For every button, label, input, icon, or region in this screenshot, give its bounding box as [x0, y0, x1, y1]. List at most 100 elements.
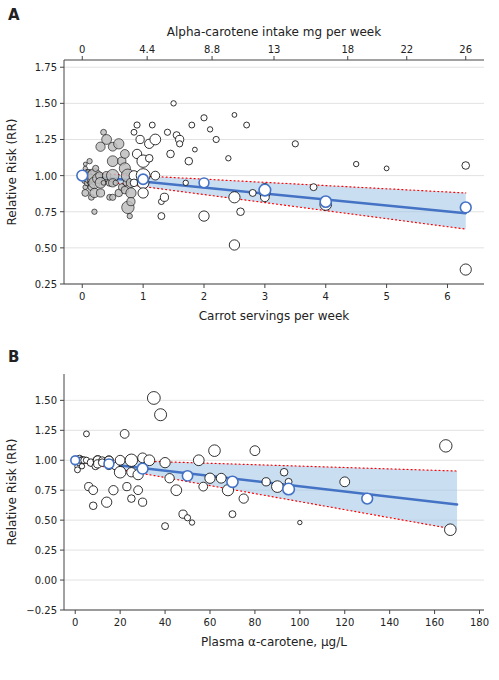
x-tick [82, 284, 83, 288]
x-tick [447, 284, 448, 288]
open-point [229, 240, 239, 250]
filled-point [126, 188, 136, 198]
open-point [138, 188, 148, 198]
open-point [229, 511, 236, 518]
open-point [137, 463, 148, 474]
open-point [209, 445, 221, 457]
x-tick-label: 120 [335, 617, 354, 628]
filled-point [101, 129, 107, 135]
open-point [249, 189, 256, 196]
x-tick [344, 610, 345, 614]
open-point [182, 471, 192, 481]
y-axis-line [64, 374, 65, 610]
x-tick-label: 4 [323, 291, 329, 302]
open-point [310, 184, 317, 191]
open-point [460, 264, 471, 275]
open-point [237, 208, 245, 216]
open-point [160, 457, 170, 467]
open-point [115, 455, 125, 465]
x2-tick [212, 56, 213, 60]
open-point [207, 127, 212, 132]
open-point [109, 486, 118, 495]
y-tick [60, 460, 64, 461]
ci-band [82, 173, 465, 229]
x-axis-label: Plasma α-carotene, μg/L [201, 635, 347, 649]
x2-tick-label: 0 [79, 44, 85, 55]
x-tick-label: 160 [425, 617, 444, 628]
x2-tick [82, 56, 83, 60]
x2-tick [406, 56, 407, 60]
open-point [340, 477, 350, 487]
x-tick [479, 610, 480, 614]
open-point [171, 101, 176, 106]
open-point [158, 213, 165, 220]
open-point [259, 184, 271, 196]
filled-point [114, 139, 124, 149]
x-tick-label: 80 [249, 617, 262, 628]
y-tick [60, 67, 64, 68]
grid-line [64, 550, 484, 551]
open-point [189, 520, 194, 525]
open-point [460, 202, 471, 213]
x-tick-label: 40 [159, 617, 172, 628]
y-tick-label: −0.25 [26, 605, 57, 616]
x-tick [209, 610, 210, 614]
x-tick [389, 610, 390, 614]
y-axis-label: Relative Risk (RR) [5, 439, 19, 546]
open-point [162, 523, 169, 530]
open-point [160, 193, 168, 201]
x2-tick-label: 13 [268, 44, 281, 55]
x2-axis-label: Alpha-carotene intake mg per week [167, 25, 381, 39]
y-tick [60, 430, 64, 431]
open-point [199, 178, 209, 188]
open-point [171, 485, 182, 496]
open-point [320, 196, 331, 207]
filled-point [93, 165, 99, 171]
grid-line [64, 103, 484, 104]
filled-point [82, 189, 89, 196]
open-point [272, 481, 284, 493]
x-tick-label: 60 [204, 617, 217, 628]
x-tick-label: 5 [383, 291, 389, 302]
plot-area [77, 101, 471, 275]
x2-tick-label: 22 [400, 44, 413, 55]
open-point [185, 157, 193, 165]
open-point [151, 171, 160, 180]
open-point [298, 520, 302, 524]
x-tick [386, 284, 387, 288]
open-point [250, 446, 260, 456]
open-point [79, 464, 84, 469]
y-tick [60, 211, 64, 212]
x-tick-label: 1 [140, 291, 146, 302]
open-point [177, 141, 183, 147]
open-point [280, 468, 288, 476]
y-tick [60, 580, 64, 581]
open-point [138, 174, 148, 184]
open-point [384, 166, 389, 171]
open-point [155, 409, 167, 421]
open-point [102, 497, 112, 507]
x-tick [299, 610, 300, 614]
panel: 0.250.500.751.001.251.501.75012345604.48… [5, 6, 484, 323]
open-point [139, 498, 147, 506]
open-point [192, 147, 197, 152]
x2-tick [274, 56, 275, 60]
open-point [128, 495, 136, 503]
x-tick-label: 100 [290, 617, 309, 628]
open-point [262, 478, 270, 486]
y-tick-label: 0.50 [35, 515, 57, 526]
open-point [353, 161, 358, 166]
open-point [125, 454, 137, 466]
open-point [136, 135, 144, 143]
y-tick [60, 550, 64, 551]
x2-tick [147, 56, 148, 60]
y-tick-label: 0.75 [35, 207, 57, 218]
x-tick [143, 284, 144, 288]
regression-line [75, 460, 457, 504]
open-point [232, 113, 237, 118]
filled-point [110, 194, 116, 200]
open-point [199, 211, 209, 221]
x-tick-label: 6 [444, 291, 450, 302]
x2-tick-label: 18 [341, 44, 354, 55]
y-tick [60, 175, 64, 176]
